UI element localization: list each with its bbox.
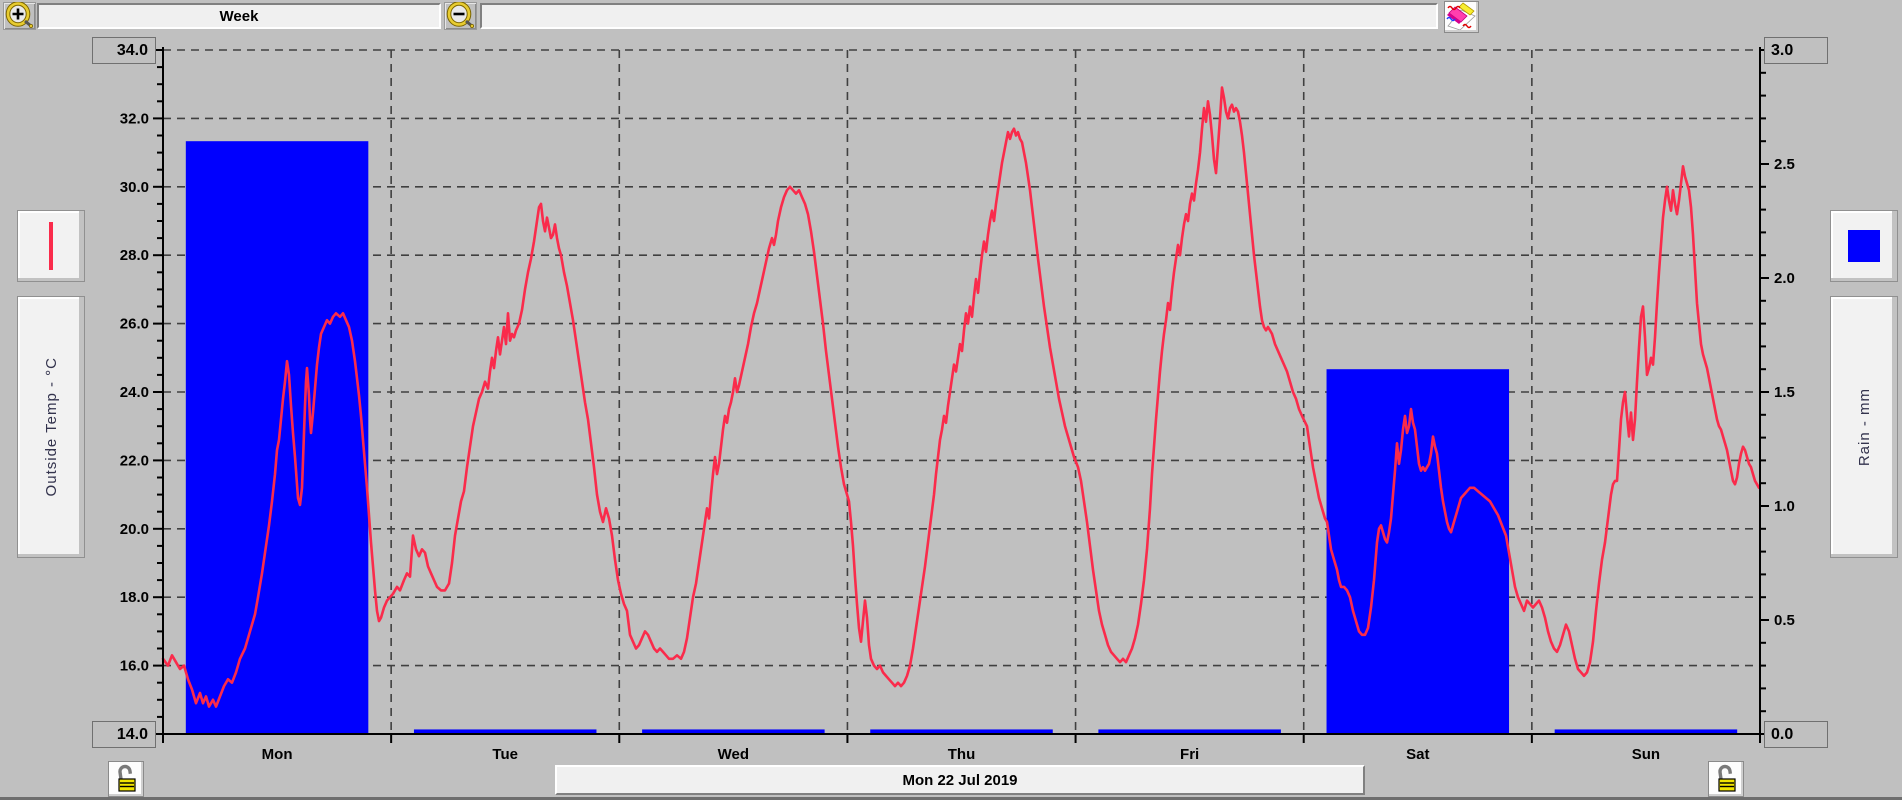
left-axis-tick-label: 32.0: [120, 110, 149, 127]
left-axis-tick-label: 26.0: [120, 316, 149, 333]
right-axis-lock-button[interactable]: [1708, 761, 1744, 797]
left-axis-max-button[interactable]: 34.0: [92, 37, 156, 64]
left-axis-tick-label: 24.0: [120, 384, 149, 401]
range-selector-field[interactable]: Week: [37, 3, 441, 29]
erase-chart-button[interactable]: [1444, 1, 1479, 33]
right-axis-label-panel[interactable]: Rain - mm: [1830, 296, 1898, 558]
rain-bar-fri: [1098, 729, 1281, 734]
day-label-wed: Wed: [718, 746, 749, 763]
left-axis-label-panel[interactable]: Outside Temp - °C: [17, 296, 85, 558]
right-axis-min-button[interactable]: 0.0: [1764, 721, 1828, 748]
day-label-mon: Mon: [262, 746, 293, 763]
left-axis-lock-button[interactable]: [108, 761, 144, 797]
right-axis-label: Rain - mm: [1855, 387, 1873, 467]
info-field[interactable]: [480, 3, 1438, 29]
day-label-tue: Tue: [492, 746, 518, 763]
eraser-icon: [1446, 1, 1477, 33]
temp-series-legend-button[interactable]: [17, 210, 85, 282]
left-axis-tick-label: 30.0: [120, 179, 149, 196]
rain-bar-sun: [1554, 729, 1738, 734]
rain-swatch-sample: [1848, 230, 1880, 262]
rain-bar-mon: [185, 141, 369, 734]
rain-series-legend-button[interactable]: [1830, 210, 1898, 282]
left-axis-tick-label: 22.0: [120, 452, 149, 469]
zoom-out-magnifier-icon: [446, 0, 476, 31]
right-axis-tick-label: 0.5: [1774, 612, 1795, 629]
left-axis-min-button[interactable]: 14.0: [92, 721, 156, 748]
rain-bar-thu: [870, 729, 1053, 734]
right-axis-max-button[interactable]: 3.0: [1764, 37, 1828, 64]
temp-line-sample: [49, 222, 53, 270]
left-axis-tick-label: 20.0: [120, 521, 149, 538]
right-axis-tick-label: 2.5: [1774, 156, 1795, 173]
left-axis-label: Outside Temp - °C: [42, 357, 60, 497]
right-axis-tick-label: 2.0: [1774, 270, 1795, 287]
zoom-in-button[interactable]: [3, 0, 36, 31]
rain-bar-tue: [413, 729, 597, 734]
right-axis-tick-label: 1.0: [1774, 498, 1795, 515]
range-selector-value: Week: [219, 7, 259, 25]
zoom-in-magnifier-icon: [5, 0, 35, 31]
zoom-out-button[interactable]: [444, 0, 477, 31]
open-padlock-icon: [1712, 763, 1740, 796]
left-axis-tick-label: 28.0: [120, 247, 149, 264]
open-padlock-icon: [112, 763, 140, 796]
window-bottom-edge: [0, 797, 1902, 800]
day-label-sat: Sat: [1406, 746, 1429, 763]
left-axis-tick-label: 16.0: [120, 658, 149, 675]
date-label: Mon 22 Jul 2019: [902, 771, 1018, 789]
rain-bar-sat: [1326, 369, 1510, 734]
day-label-fri: Fri: [1180, 746, 1199, 763]
day-label-thu: Thu: [948, 746, 976, 763]
left-axis-tick-label: 18.0: [120, 589, 149, 606]
right-axis-tick-label: 1.5: [1774, 384, 1795, 401]
rain-bar-wed: [642, 729, 825, 734]
day-label-sun: Sun: [1632, 746, 1660, 763]
outside-temp-line: [161, 86, 1761, 708]
date-bar[interactable]: Mon 22 Jul 2019: [555, 765, 1365, 795]
